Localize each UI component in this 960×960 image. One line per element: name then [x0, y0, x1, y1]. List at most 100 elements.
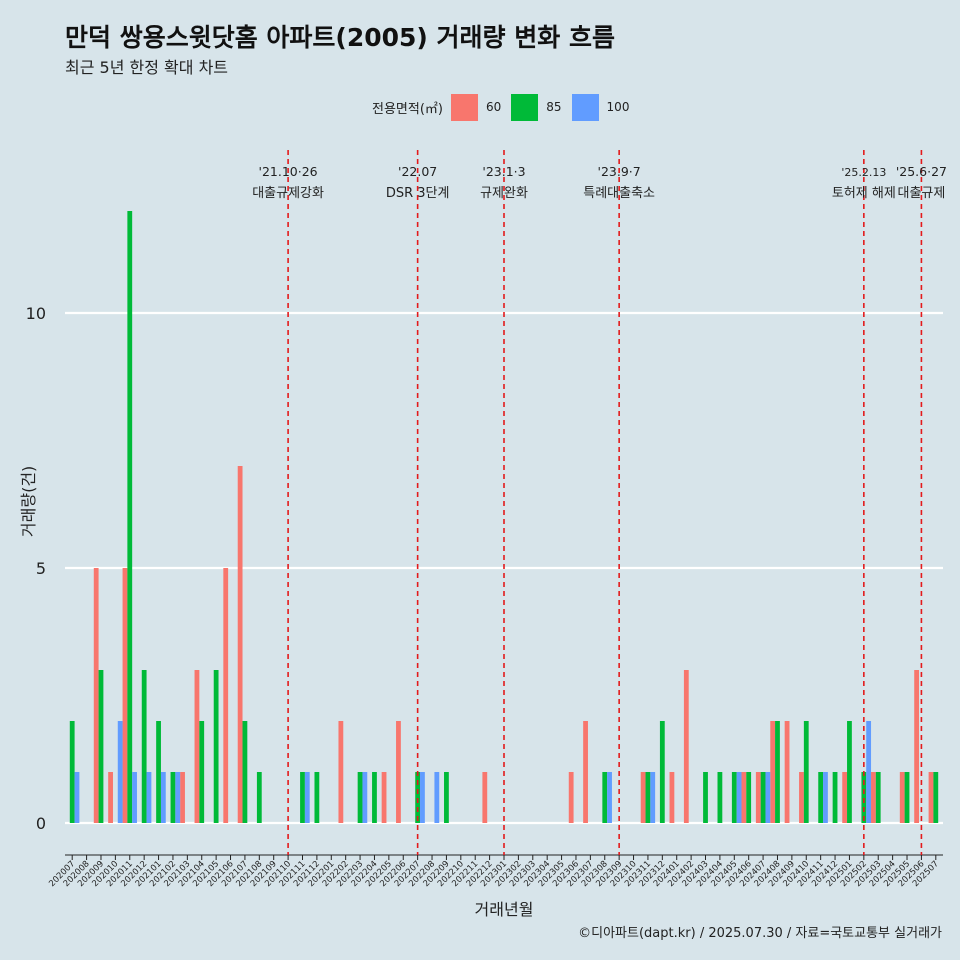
bar-202104-60: [194, 670, 200, 823]
bar-202011-100: [132, 772, 137, 823]
bar-202009-85: [98, 670, 104, 823]
bar-202402-60: [683, 670, 689, 823]
bar-202208-100: [434, 772, 440, 823]
legend-item-85: 85: [511, 93, 562, 121]
x-axis-title: 거래년월: [475, 900, 534, 919]
legend-label-60: 60: [485, 100, 502, 114]
bar-202102-100: [175, 772, 181, 823]
source-caption: ©디아파트(dapt.kr) / 2025.07.30 / 자료=국토교통부 실…: [578, 926, 942, 941]
legend: 전용면적(㎡) 60 85 100: [372, 93, 639, 121]
bar-202012-100: [146, 772, 152, 823]
bar-202010-100: [117, 721, 123, 823]
bar-202311-85: [645, 772, 651, 823]
event-label-5: 대출규제: [897, 186, 945, 201]
bar-202404-85: [717, 772, 723, 823]
bar-202505-60: [899, 772, 905, 823]
bar-202308-85: [602, 772, 608, 823]
legend-item-60: 60: [450, 93, 502, 121]
bar-202406-85: [746, 772, 752, 823]
y-tick-label-5: 5: [36, 559, 46, 578]
bar-202408-60: [770, 721, 776, 823]
bar-202007-100: [74, 772, 80, 823]
bar-202502-100: [866, 721, 872, 823]
bar-202312-85: [659, 721, 665, 823]
bar-202405-100: [736, 772, 742, 823]
bar-202505-85: [904, 772, 910, 823]
bar-202009-60: [93, 568, 99, 823]
bar-202209-85: [444, 772, 449, 823]
event-date-3: '23.9·7: [598, 164, 641, 179]
bar-202204-85: [372, 772, 377, 823]
bar-202207-100: [420, 772, 425, 823]
event-date-2: '23.1·3: [482, 164, 525, 179]
y-tick-label-10: 10: [26, 304, 46, 323]
bar-202212-60: [482, 772, 488, 823]
event-label-2: 규제완화: [480, 186, 528, 201]
bar-202007-85: [69, 721, 75, 823]
bar-202107-60: [237, 466, 243, 823]
bar-202105-85: [213, 670, 219, 823]
event-date-1: '22.07: [398, 164, 437, 179]
bar-202503-60: [871, 772, 876, 823]
bar-202411-85: [818, 772, 824, 823]
bar-202502-85: [861, 772, 867, 823]
event-label-3: 특례대출축소: [583, 186, 655, 201]
bar-202409-60: [784, 721, 790, 823]
bar-202101-100: [160, 772, 166, 823]
event-date-4: '25.2.13: [841, 166, 886, 179]
legend-title: 전용면적(㎡): [372, 101, 443, 117]
bar-202401-60: [669, 772, 675, 823]
bar-202407-100: [765, 772, 771, 823]
bar-202111-85: [300, 772, 305, 823]
bar-202205-60: [381, 772, 387, 823]
bar-202410-85: [803, 721, 809, 823]
bar-202503-85: [875, 772, 881, 823]
chart-title: 만덕 쌍용스윗닷홈 아파트(2005) 거래량 변화 흐름: [65, 23, 615, 52]
event-date-0: '21.10·26: [259, 164, 318, 179]
bar-202107-85: [242, 721, 248, 823]
bar-202412-85: [832, 772, 838, 823]
event-label-4: 토허제 해제: [832, 186, 896, 201]
bar-202206-60: [396, 721, 401, 823]
event-label-0: 대출규제강화: [252, 186, 324, 201]
event-date-5: '25.6·27: [896, 164, 947, 179]
bar-202408-85: [775, 721, 780, 823]
legend-label-100: 100: [606, 100, 630, 114]
bar-202507-60: [928, 772, 934, 823]
bar-202411-100: [823, 772, 828, 823]
bar-202202-60: [338, 721, 344, 823]
bar-202108-85: [256, 772, 262, 823]
bar-202501-85: [847, 721, 852, 823]
bar-202410-60: [799, 772, 804, 823]
bar-202207-85: [415, 772, 421, 823]
bar-202306-60: [568, 772, 574, 823]
bar-202106-60: [223, 568, 229, 823]
bar-202501-60: [842, 772, 848, 823]
bar-202011-60: [122, 568, 128, 823]
legend-item-100: 100: [571, 93, 630, 121]
bar-202405-85: [731, 772, 737, 823]
bar-202111-100: [304, 772, 310, 823]
bar-202407-85: [760, 772, 766, 823]
legend-swatch-60: [450, 93, 478, 121]
bar-202406-60: [741, 772, 747, 823]
bar-202307-60: [583, 721, 588, 823]
bar-202103-60: [180, 772, 185, 823]
bar-202012-85: [141, 670, 147, 823]
y-axis-title: 거래량(건): [19, 466, 38, 537]
bar-202506-60: [914, 670, 920, 823]
legend-swatch-100: [571, 93, 599, 121]
bar-202403-85: [703, 772, 708, 823]
bar-202010-60: [108, 772, 113, 823]
bar-202203-85: [357, 772, 363, 823]
chart-subtitle: 최근 5년 한정 확대 차트: [65, 58, 229, 77]
bar-202101-85: [156, 721, 161, 823]
legend-label-85: 85: [546, 100, 562, 114]
bar-202104-85: [199, 721, 205, 823]
bar-202102-85: [170, 772, 176, 823]
legend-swatch-85: [511, 93, 539, 121]
bar-202507-85: [933, 772, 939, 823]
bar-202407-60: [755, 772, 761, 823]
